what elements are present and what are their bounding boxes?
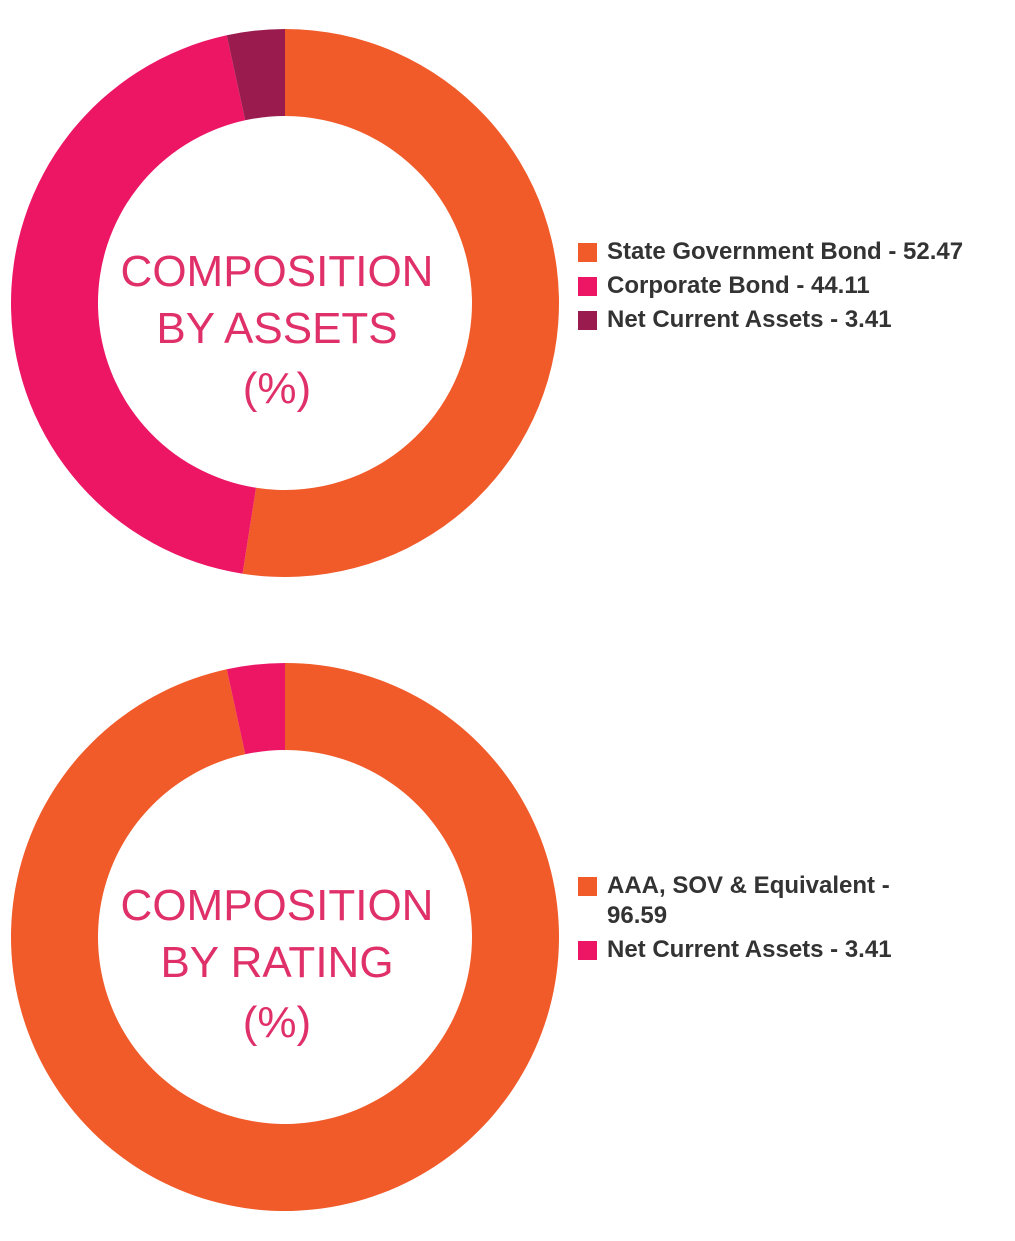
slice-assets-1 <box>11 35 257 574</box>
donut-chart-assets: COMPOSITION BY ASSETS (%) <box>11 29 560 577</box>
slice-rating-0 <box>11 663 560 1211</box>
legend-rating: AAA, SOV & Equivalent - 96.59 Net Current… <box>578 871 923 969</box>
center-label-assets-line-0: COMPOSITION <box>121 247 434 296</box>
center-label-rating-line-0: COMPOSITION <box>121 881 434 930</box>
legend-swatch-rating-0 <box>578 877 597 896</box>
center-label-assets-line-1: BY ASSETS <box>156 304 397 353</box>
legend-label-assets-2: Net Current Assets - 3.41 <box>607 306 892 333</box>
legend-swatch-assets-0 <box>578 243 597 262</box>
slice-assets-2 <box>226 29 285 121</box>
center-label-rating-line-1: BY RATING <box>160 938 393 987</box>
legend-item-assets-0: State Government Bond - 52.47 <box>578 237 1008 267</box>
legend-item-assets-2: Net Current Assets - 3.41 <box>578 305 1008 335</box>
legend-swatch-rating-1 <box>578 941 597 960</box>
donut-chart-rating: COMPOSITION BY RATING (%) <box>11 663 560 1211</box>
legend-swatch-assets-2 <box>578 311 597 330</box>
legend-item-rating-0: AAA, SOV & Equivalent - 96.59 <box>578 871 923 931</box>
legend-assets: State Government Bond - 52.47 Corporate B… <box>578 237 1008 339</box>
legend-label-assets-1: Corporate Bond - 44.11 <box>607 272 870 299</box>
legend-label-rating-1: Net Current Assets - 3.41 <box>607 936 892 963</box>
legend-swatch-assets-1 <box>578 277 597 296</box>
slice-assets-0 <box>242 29 560 577</box>
legend-label-assets-0: State Government Bond - 52.47 <box>607 238 964 265</box>
slice-rating-1 <box>226 663 285 755</box>
center-label-assets-line-2: (%) <box>243 364 311 413</box>
center-label-rating-line-2: (%) <box>243 998 311 1047</box>
legend-label-rating-0: AAA, SOV & Equivalent - 96.59 <box>607 872 890 929</box>
legend-item-rating-1: Net Current Assets - 3.41 <box>578 935 923 965</box>
legend-item-assets-1: Corporate Bond - 44.11 <box>578 271 1008 301</box>
